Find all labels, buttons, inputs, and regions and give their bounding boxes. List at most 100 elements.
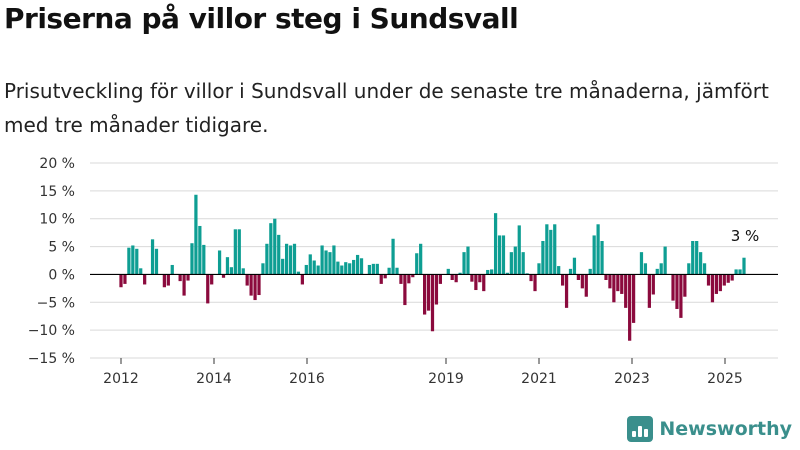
bar [123,274,127,284]
bar [249,274,253,296]
bar [423,274,427,315]
y-tick-label: 5 % [48,240,75,256]
bar [379,274,383,284]
x-tick-label: 2016 [289,371,325,387]
bar [344,262,348,275]
latest-value-annotation: 3 % [731,227,760,245]
bar [691,241,695,275]
bar [186,274,190,281]
bar [722,274,726,286]
bar [190,243,194,275]
bar [139,268,143,275]
bar [517,225,521,275]
bar [430,274,435,332]
bar [553,224,557,275]
bar [284,243,289,275]
bar [580,274,584,289]
brand-name: Newsworthy [659,418,792,440]
bar [497,235,502,275]
bar [131,245,135,275]
bar [352,259,356,275]
bar [166,274,170,286]
bar [462,252,466,275]
x-tick-label: 2014 [196,371,232,387]
bar [316,265,320,275]
bar [300,274,304,285]
bar [438,274,442,284]
y-tick-label: −5 % [37,295,75,311]
x-tick-label: 2025 [707,371,743,387]
bar [730,274,734,281]
bar [143,274,147,285]
bar [482,274,486,292]
bar [288,245,293,275]
bar [608,274,612,289]
bar [545,224,549,275]
bar [320,245,324,275]
bar [150,239,155,275]
bar [304,264,308,275]
bar [687,263,691,275]
bar [403,274,407,306]
bar [371,263,375,275]
bar [683,274,687,297]
bar [296,271,301,275]
bar [493,213,498,275]
bar [340,265,344,275]
bar [202,244,206,275]
bar [592,235,596,275]
bar [490,269,494,275]
y-tick-label: 20 % [39,156,75,172]
bar [281,258,285,275]
bar [466,246,470,275]
bar-chart: 20 % 15 % 10 % 5 % 0 % −5 % −10 % −15 % 2012 201… [28,156,778,387]
bar [415,253,419,275]
bar [470,274,474,282]
y-tick-label: 10 % [39,212,75,228]
bar [474,274,478,291]
bar [588,268,592,275]
bar [383,274,387,279]
x-tick-label: 2012 [103,371,139,387]
chart-title: Priserna på villor steg i Sundsvall [4,2,519,35]
bar [561,274,565,286]
bar [486,269,490,275]
bar [458,272,462,275]
bar [620,274,624,294]
bar [170,264,174,275]
bar [355,254,360,275]
bar-chart-logo-icon [627,416,654,442]
newsworthy-logo: Newsworthy [627,416,792,442]
bar [387,267,391,275]
bar [265,243,269,275]
bar [411,274,415,278]
bar [312,260,316,275]
bar [434,274,439,305]
bar [541,241,545,275]
bar [501,235,506,275]
bar [604,274,608,280]
bar [663,246,667,275]
bar [659,263,663,275]
bar [584,274,588,297]
x-tick-label: 2021 [521,371,557,387]
bar [399,274,403,284]
bar [671,274,675,301]
bar [505,272,510,275]
bar [119,274,123,288]
bar [332,245,336,275]
y-tick-label: 0 % [48,267,75,283]
bar [241,268,245,275]
bar [391,238,395,275]
bar [454,274,458,283]
bar [675,274,679,309]
bar [706,274,711,286]
bar [277,234,281,275]
bar [257,274,261,296]
bar [557,266,561,275]
bar [537,263,541,275]
bar [738,269,742,275]
bar [269,223,273,275]
bar [628,274,632,341]
bar [198,225,202,275]
